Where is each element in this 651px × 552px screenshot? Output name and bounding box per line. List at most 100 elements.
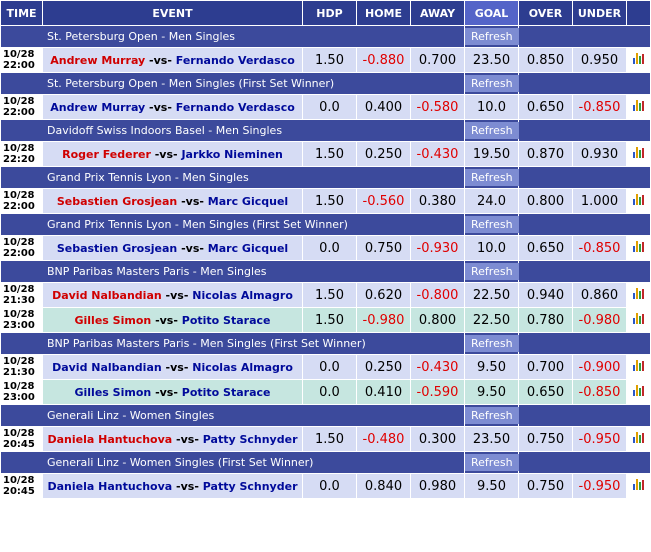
away-odds[interactable]: -0.800 <box>411 283 464 307</box>
under-odds[interactable]: -0.850 <box>573 95 626 119</box>
league-name: St. Petersburg Open - Men Singles <box>1 26 464 47</box>
match-clock: 22:00 <box>3 201 35 212</box>
league-name: BNP Paribas Masters Paris - Men Singles <box>1 261 464 282</box>
chart-cell <box>627 474 650 498</box>
bar-chart-icon[interactable] <box>633 478 644 490</box>
under-odds[interactable]: -0.850 <box>573 380 626 404</box>
refresh-cell: Refresh <box>465 452 519 473</box>
away-odds[interactable]: -0.430 <box>411 142 464 166</box>
chart-cell <box>627 283 650 307</box>
over-odds[interactable]: 0.940 <box>519 283 572 307</box>
chart-cell <box>627 48 650 72</box>
match-event: David Nalbandian -vs- Nicolas Almagro <box>43 355 302 379</box>
over-odds[interactable]: 0.700 <box>519 355 572 379</box>
over-odds[interactable]: 0.650 <box>519 95 572 119</box>
over-odds[interactable]: 0.800 <box>519 189 572 213</box>
refresh-button[interactable]: Refresh <box>465 216 519 233</box>
bar-chart-icon[interactable] <box>633 193 644 205</box>
match-event: Gilles Simon -vs- Potito Starace <box>43 380 302 404</box>
match-date: 10/28 <box>3 356 35 367</box>
home-odds[interactable]: 0.620 <box>357 283 410 307</box>
col-hdp: HDP <box>303 1 356 25</box>
away-odds[interactable]: 0.380 <box>411 189 464 213</box>
match-date: 10/28 <box>3 309 35 320</box>
match-clock: 21:30 <box>3 367 35 378</box>
under-odds[interactable]: -0.980 <box>573 308 626 332</box>
under-odds[interactable]: -0.900 <box>573 355 626 379</box>
under-odds[interactable]: 1.000 <box>573 189 626 213</box>
away-odds[interactable]: 0.980 <box>411 474 464 498</box>
under-odds[interactable]: -0.950 <box>573 427 626 451</box>
refresh-cell: Refresh <box>465 73 519 94</box>
home-odds[interactable]: 0.250 <box>357 142 410 166</box>
bar-chart-icon[interactable] <box>633 359 644 371</box>
under-odds[interactable]: -0.850 <box>573 236 626 260</box>
match-row: 10/28 23:00 Gilles Simon -vs- Potito Stara… <box>1 308 650 332</box>
home-odds[interactable]: 0.250 <box>357 355 410 379</box>
league-name: Grand Prix Tennis Lyon - Men Singles (Fi… <box>1 214 464 235</box>
away-odds[interactable]: 0.700 <box>411 48 464 72</box>
hdp-value: 0.0 <box>303 380 356 404</box>
away-odds[interactable]: -0.930 <box>411 236 464 260</box>
bar-chart-icon[interactable] <box>633 287 644 299</box>
refresh-button[interactable]: Refresh <box>465 122 519 139</box>
bar-chart-icon[interactable] <box>633 52 644 64</box>
match-clock: 22:00 <box>3 60 35 71</box>
hdp-value: 1.50 <box>303 189 356 213</box>
under-odds[interactable]: 0.950 <box>573 48 626 72</box>
over-odds[interactable]: 0.750 <box>519 474 572 498</box>
hdp-value: 1.50 <box>303 283 356 307</box>
refresh-button[interactable]: Refresh <box>465 75 519 92</box>
hdp-value: 0.0 <box>303 474 356 498</box>
vs-label: -vs- <box>181 194 204 208</box>
under-odds[interactable]: -0.950 <box>573 474 626 498</box>
under-odds[interactable]: 0.860 <box>573 283 626 307</box>
over-odds[interactable]: 0.780 <box>519 308 572 332</box>
refresh-button[interactable]: Refresh <box>465 454 519 471</box>
goal-value: 10.0 <box>465 95 518 119</box>
refresh-button[interactable]: Refresh <box>465 335 519 352</box>
match-row: 10/28 22:00 Andrew Murray -vs- Fernando Ve… <box>1 48 650 72</box>
refresh-button[interactable]: Refresh <box>465 407 519 424</box>
home-odds[interactable]: 0.410 <box>357 380 410 404</box>
away-odds[interactable]: -0.580 <box>411 95 464 119</box>
bar-chart-icon[interactable] <box>633 431 644 443</box>
away-odds[interactable]: -0.590 <box>411 380 464 404</box>
over-odds[interactable]: 0.850 <box>519 48 572 72</box>
bar-chart-icon[interactable] <box>633 384 644 396</box>
under-odds[interactable]: 0.930 <box>573 142 626 166</box>
refresh-button[interactable]: Refresh <box>465 263 519 280</box>
home-odds[interactable]: 0.840 <box>357 474 410 498</box>
over-odds[interactable]: 0.750 <box>519 427 572 451</box>
refresh-button[interactable]: Refresh <box>465 28 519 45</box>
home-odds[interactable]: 0.400 <box>357 95 410 119</box>
match-time: 10/28 22:20 <box>1 142 42 166</box>
refresh-button[interactable]: Refresh <box>465 169 519 186</box>
over-odds[interactable]: 0.650 <box>519 380 572 404</box>
bar-chart-icon[interactable] <box>633 99 644 111</box>
col-home: HOME <box>357 1 410 25</box>
league-row: Grand Prix Tennis Lyon - Men Singles Refr… <box>1 167 650 188</box>
match-clock: 22:00 <box>3 107 35 118</box>
away-player: Nicolas Almagro <box>192 288 293 302</box>
away-odds[interactable]: 0.800 <box>411 308 464 332</box>
home-odds[interactable]: -0.880 <box>357 48 410 72</box>
home-odds[interactable]: -0.480 <box>357 427 410 451</box>
bar-chart-icon[interactable] <box>633 312 644 324</box>
col-time: TIME <box>1 1 42 25</box>
league-spacer <box>519 167 650 188</box>
home-odds[interactable]: 0.750 <box>357 236 410 260</box>
home-odds[interactable]: -0.980 <box>357 308 410 332</box>
league-spacer <box>519 333 650 354</box>
bar-chart-icon[interactable] <box>633 146 644 158</box>
league-spacer <box>519 120 650 141</box>
away-odds[interactable]: -0.430 <box>411 355 464 379</box>
match-time: 10/28 22:00 <box>1 236 42 260</box>
bar-chart-icon[interactable] <box>633 240 644 252</box>
over-odds[interactable]: 0.650 <box>519 236 572 260</box>
match-clock: 21:30 <box>3 295 35 306</box>
away-odds[interactable]: 0.300 <box>411 427 464 451</box>
home-odds[interactable]: -0.560 <box>357 189 410 213</box>
match-row: 10/28 20:45 Daniela Hantuchova -vs- Patty … <box>1 427 650 451</box>
over-odds[interactable]: 0.870 <box>519 142 572 166</box>
